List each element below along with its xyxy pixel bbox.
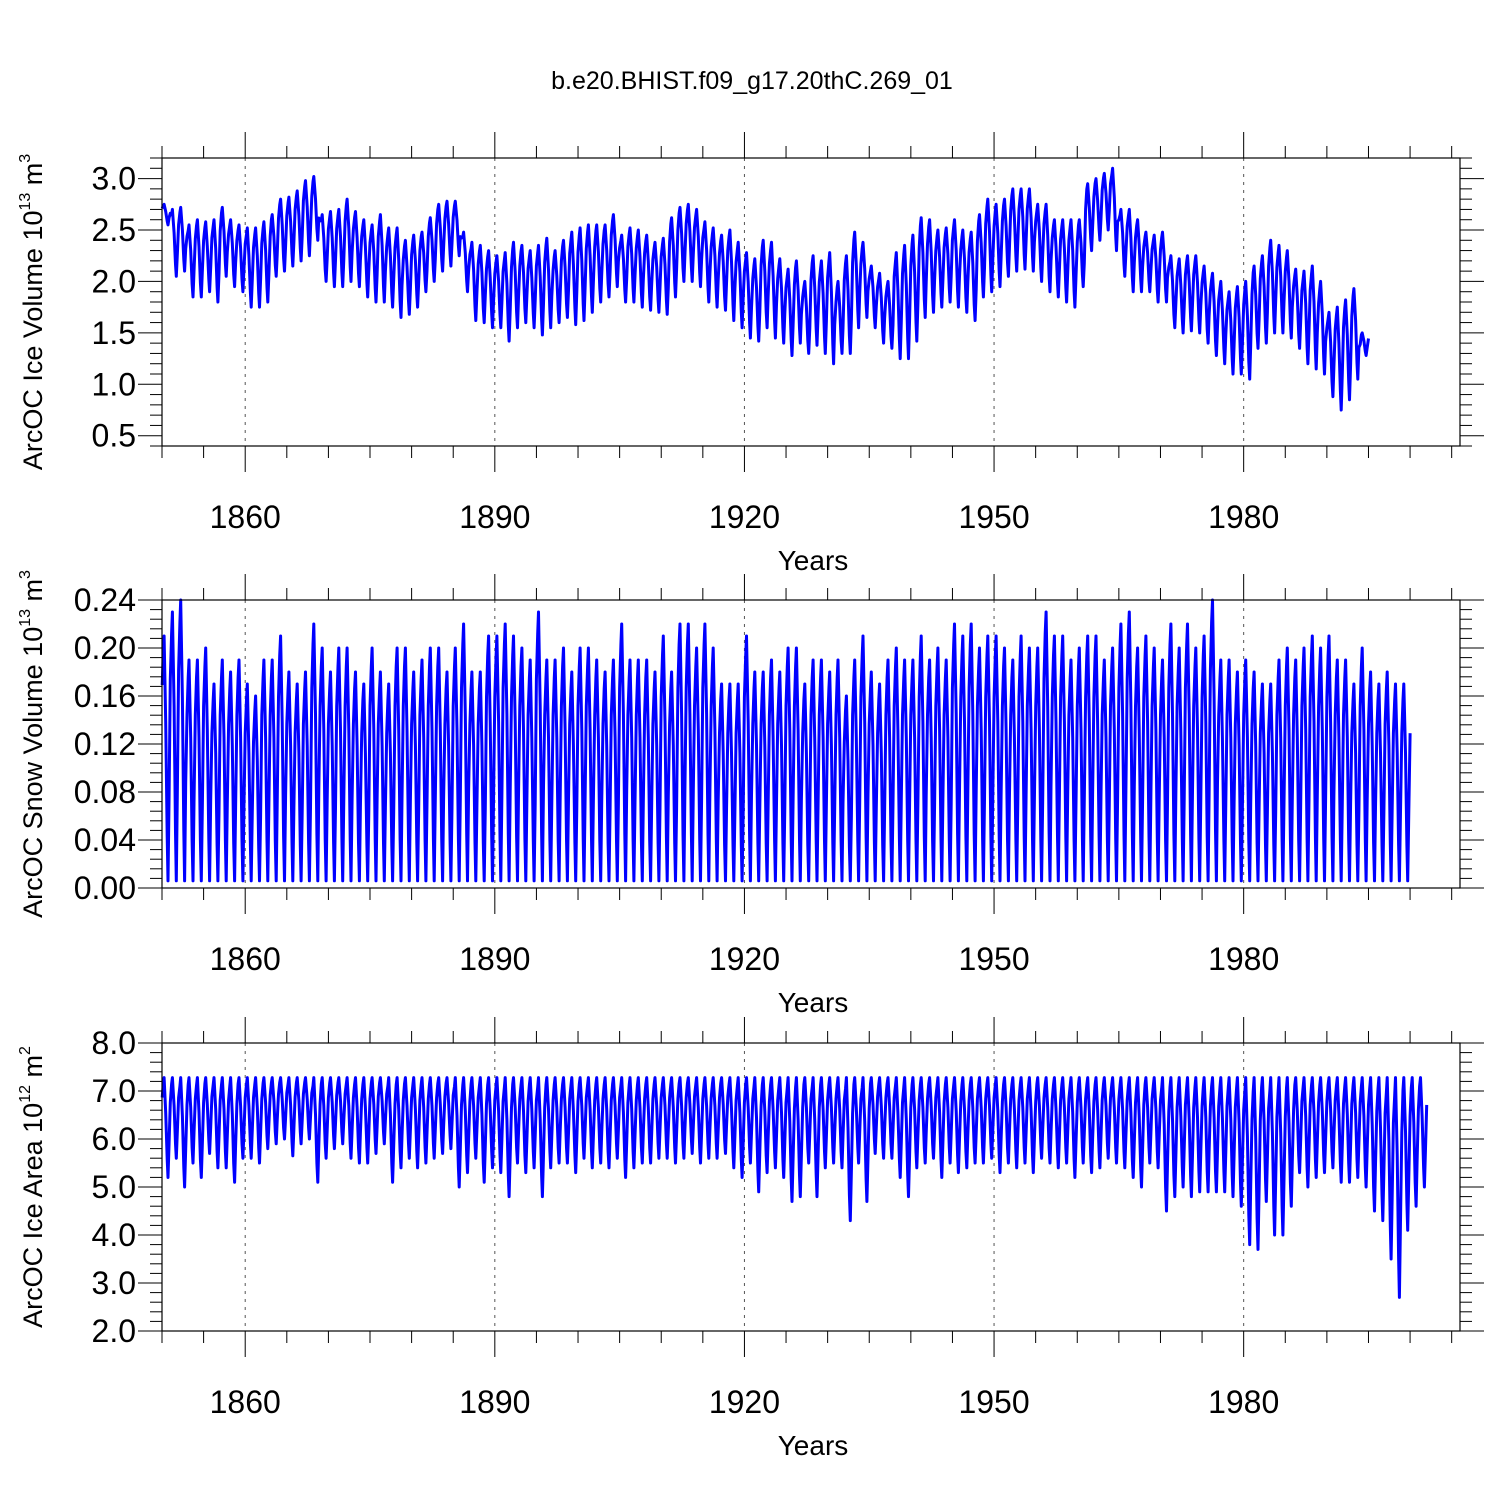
snow-volume-y-tick-label: 0.16 <box>74 678 136 714</box>
ice-volume-y-tick-labels: 0.5 1.0 1.5 2.0 2.5 3.0 <box>92 161 136 454</box>
snow-volume-y-tick-label: 0.08 <box>74 774 136 810</box>
ice-area-y-tick-label: 6.0 <box>92 1121 136 1157</box>
figure-title: b.e20.BHIST.f09_g17.20thC.269_01 <box>551 67 953 95</box>
snow-volume-y-axis-title: ArcOC Snow Volume 1013 m3 <box>17 570 48 918</box>
ice-volume-y-tick-label: 1.0 <box>92 366 136 402</box>
snow-volume-y-tick-label: 0.20 <box>74 630 136 666</box>
ice-area-ylabel-main: ArcOC Ice Area 10 <box>18 1103 48 1328</box>
snow-volume-ylabel-exp2: 3 <box>17 570 34 579</box>
ice-area-ylabel-exp1: 12 <box>17 1085 34 1103</box>
ice-area-y-tick-label: 8.0 <box>92 1025 136 1061</box>
ice-area-ylabel-exp2: 2 <box>17 1046 34 1055</box>
snow-volume-x-tick-label: 1890 <box>459 941 530 977</box>
ice-area-x-tick-label: 1950 <box>958 1384 1029 1420</box>
snow-volume-y-tick-label: 0.24 <box>74 582 136 618</box>
ice-volume-x-axis-title: Years <box>778 545 849 576</box>
ice-volume-ylabel-exp2: 3 <box>17 154 34 163</box>
ice-volume-x-tick-label: 1860 <box>210 499 281 535</box>
ice-area-y-axis-title: ArcOC Ice Area 1012 m2 <box>17 1046 48 1328</box>
snow-volume-ticks <box>138 574 1484 914</box>
snow-volume-x-tick-label: 1860 <box>210 941 281 977</box>
ice-area-y-tick-label: 7.0 <box>92 1073 136 1109</box>
ice-area-x-tick-label: 1890 <box>459 1384 530 1420</box>
ice-volume-x-tick-labels: 1860 1890 1920 1950 1980 <box>210 499 1280 535</box>
snow-volume-y-tick-label: 0.04 <box>74 822 136 858</box>
snow-volume-ylabel-unit: m <box>18 579 48 609</box>
ice-area-y-tick-labels: 2.0 3.0 4.0 5.0 6.0 7.0 8.0 <box>92 1025 136 1349</box>
ice-volume-x-tick-label: 1980 <box>1208 499 1279 535</box>
snow-volume-ylabel-exp1: 13 <box>17 609 34 627</box>
ice-area-y-tick-label: 2.0 <box>92 1313 136 1349</box>
ice-area-ticks <box>138 1017 1484 1357</box>
ice-area-x-tick-label: 1920 <box>709 1384 780 1420</box>
snow-volume-x-axis-title: Years <box>778 987 849 1018</box>
ice-area-x-tick-labels: 1860 1890 1920 1950 1980 <box>210 1384 1280 1420</box>
ice-volume-y-tick-label: 2.5 <box>92 212 136 248</box>
ice-volume-y-tick-label: 0.5 <box>92 418 136 454</box>
ice-volume-y-tick-label: 1.5 <box>92 315 136 351</box>
ice-volume-x-tick-label: 1920 <box>709 499 780 535</box>
ice-area-series-line <box>160 1076 1429 1299</box>
snow-volume-y-tick-labels: 0.00 0.04 0.08 0.12 0.16 0.20 0.24 <box>74 582 136 906</box>
ice-area-y-tick-label: 5.0 <box>92 1169 136 1205</box>
ice-area-x-axis-title: Years <box>778 1430 849 1461</box>
ice-volume-x-tick-label: 1890 <box>459 499 530 535</box>
ice-volume-y-axis-title: ArcOC Ice Volume 1013 m3 <box>17 154 48 470</box>
ice-volume-ticks <box>138 132 1484 472</box>
ice-volume-x-tick-label: 1950 <box>958 499 1029 535</box>
snow-volume-x-tick-labels: 1860 1890 1920 1950 1980 <box>210 941 1280 977</box>
ice-volume-series-line <box>160 166 1370 412</box>
ice-area-ylabel-unit: m <box>18 1055 48 1085</box>
ice-area-y-tick-label: 4.0 <box>92 1217 136 1253</box>
panel-ice-area: 1860 1890 1920 1950 1980 2.0 3.0 4.0 5.0 6.0 7.0 8… <box>17 1017 1484 1461</box>
snow-volume-x-tick-label: 1980 <box>1208 941 1279 977</box>
panel-ice-volume: 1860 1890 1920 1950 1980 0.51.01.52.02.53.0 … <box>17 132 1484 576</box>
snow-volume-ylabel-main: ArcOC Snow Volume 10 <box>18 627 48 918</box>
snow-volume-y-tick-label: 0.12 <box>74 726 136 762</box>
snow-volume-x-tick-label: 1920 <box>709 941 780 977</box>
ice-volume-ylabel-main: ArcOC Ice Volume 10 <box>18 211 48 471</box>
ice-area-x-tick-label: 1860 <box>210 1384 281 1420</box>
snow-volume-y-tick-label: 0.00 <box>74 870 136 906</box>
ice-volume-ylabel-unit: m <box>18 163 48 193</box>
ice-area-x-tick-label: 1980 <box>1208 1384 1279 1420</box>
ice-volume-ylabel-exp1: 13 <box>17 193 34 211</box>
ice-volume-y-tick-label: 3.0 <box>92 161 136 197</box>
ice-volume-y-tick-label: 2.0 <box>92 263 136 299</box>
snow-volume-series-line <box>160 598 1412 883</box>
snow-volume-x-tick-label: 1950 <box>958 941 1029 977</box>
panel-snow-volume: 1860 1890 1920 1950 1980 0.00 0.04 0.08 0.12 0.1… <box>17 570 1484 1018</box>
ice-area-y-tick-label: 3.0 <box>92 1265 136 1301</box>
